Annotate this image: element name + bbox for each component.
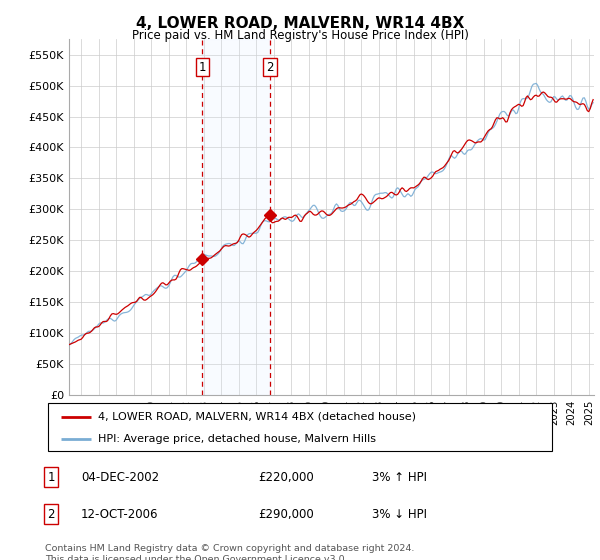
Text: 3% ↓ HPI: 3% ↓ HPI	[372, 507, 427, 521]
Text: HPI: Average price, detached house, Malvern Hills: HPI: Average price, detached house, Malv…	[98, 434, 376, 444]
Text: 4, LOWER ROAD, MALVERN, WR14 4BX (detached house): 4, LOWER ROAD, MALVERN, WR14 4BX (detach…	[98, 412, 416, 422]
Text: 3% ↑ HPI: 3% ↑ HPI	[372, 470, 427, 484]
Text: £220,000: £220,000	[258, 470, 314, 484]
FancyBboxPatch shape	[48, 403, 552, 451]
Text: 12-OCT-2006: 12-OCT-2006	[81, 507, 158, 521]
Text: Contains HM Land Registry data © Crown copyright and database right 2024.
This d: Contains HM Land Registry data © Crown c…	[45, 544, 415, 560]
Text: 04-DEC-2002: 04-DEC-2002	[81, 470, 159, 484]
Text: Price paid vs. HM Land Registry's House Price Index (HPI): Price paid vs. HM Land Registry's House …	[131, 29, 469, 42]
Bar	[202, 39, 270, 395]
Text: 1: 1	[199, 60, 206, 73]
Text: 2: 2	[266, 60, 274, 73]
Text: 4, LOWER ROAD, MALVERN, WR14 4BX: 4, LOWER ROAD, MALVERN, WR14 4BX	[136, 16, 464, 31]
Text: 2: 2	[47, 507, 55, 521]
Text: £290,000: £290,000	[258, 507, 314, 521]
Text: 1: 1	[47, 470, 55, 484]
